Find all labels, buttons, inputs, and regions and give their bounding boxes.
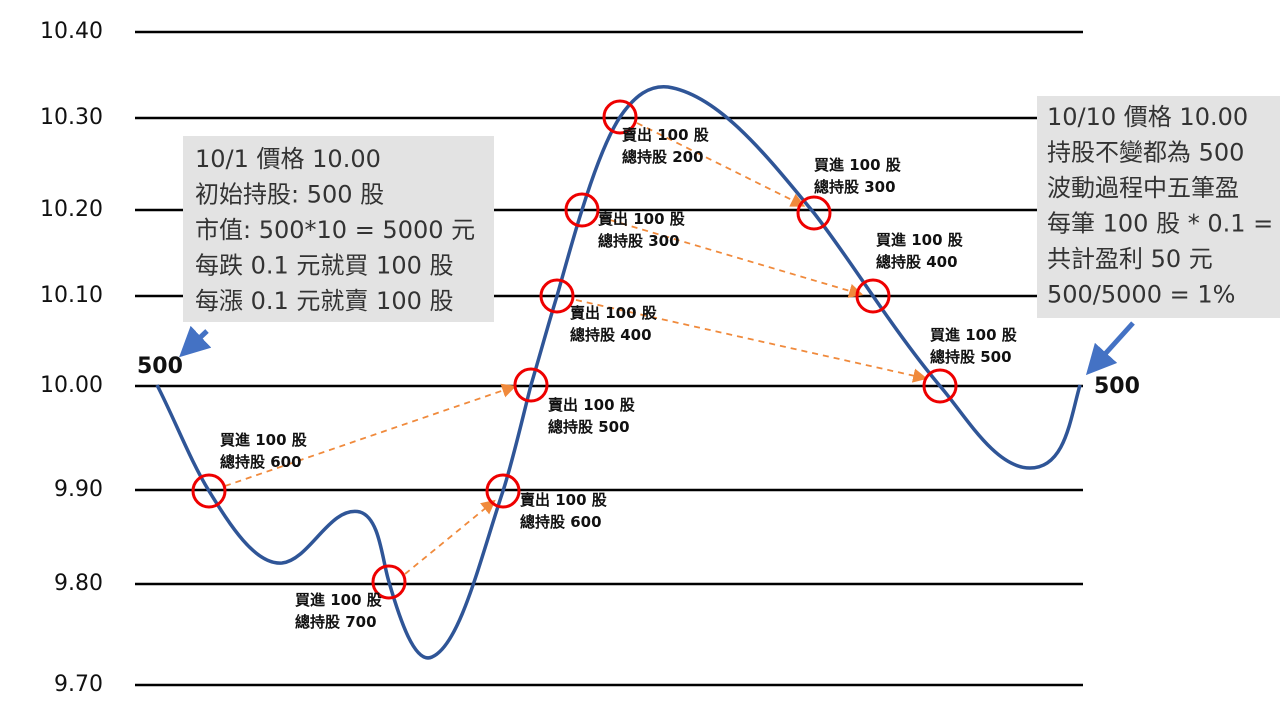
- trade-action: 賣出 100 股: [622, 126, 710, 144]
- end-note-line: 10/10 價格 10.00: [1047, 103, 1248, 131]
- trade-total: 總持股 600: [220, 453, 302, 471]
- trade-marker: [371, 564, 407, 600]
- start-arrow: [179, 325, 212, 358]
- level-label: 10.30: [40, 105, 103, 130]
- trade-total: 總持股 400: [876, 253, 958, 271]
- trade-total: 總持股 200: [622, 148, 704, 166]
- level-label: 10.00: [40, 373, 103, 398]
- trade-total: 總持股 500: [930, 348, 1012, 366]
- start-note-line: 10/1 價格 10.00: [195, 145, 381, 173]
- trade-action: 賣出 100 股: [598, 210, 686, 228]
- trade-action: 買進 100 股: [930, 326, 1018, 344]
- end-note-line: 持股不變都為 500: [1047, 139, 1244, 167]
- level-label: 10.10: [40, 283, 103, 308]
- trade-marker: [602, 99, 638, 135]
- trade-action: 買進 100 股: [814, 156, 902, 174]
- end-arrow: [1085, 321, 1135, 376]
- start-note-box: [183, 136, 494, 322]
- end-note-box: [1037, 96, 1280, 318]
- level-label: 10.20: [40, 197, 103, 222]
- trade-marker: [513, 367, 549, 403]
- end-note-line: 每筆 100 股 * 0.1 =: [1047, 210, 1273, 238]
- end-label: 500: [1094, 374, 1140, 399]
- trade-total: 總持股 300: [598, 232, 680, 250]
- trade-marker: [191, 473, 227, 509]
- trade-action: 買進 100 股: [295, 591, 383, 609]
- start-note-line: 初始持股: 500 股: [195, 181, 384, 209]
- trade-total: 總持股 300: [814, 178, 896, 196]
- trade-marker: [485, 473, 521, 509]
- trade-arrows: [224, 122, 928, 575]
- price-curve: [155, 85, 1082, 660]
- trade-action: 買進 100 股: [220, 431, 308, 449]
- trade-action: 賣出 100 股: [548, 396, 636, 414]
- trade-action: 買進 100 股: [876, 231, 964, 249]
- level-label: 9.90: [54, 477, 103, 502]
- end-note-line: 波動過程中五筆盈: [1047, 174, 1239, 202]
- level-label: 9.80: [54, 571, 103, 596]
- end-note-line: 500/5000 = 1%: [1047, 281, 1235, 309]
- start-note-line: 每跌 0.1 元就買 100 股: [195, 252, 454, 280]
- level-label: 9.70: [54, 672, 103, 697]
- start-note-line: 市值: 500*10 = 5000 元: [195, 216, 475, 244]
- trade-total: 總持股 600: [520, 513, 602, 531]
- trade-total: 總持股 700: [295, 613, 377, 631]
- trade-total: 總持股 500: [548, 418, 630, 436]
- start-note-line: 每漲 0.1 元就賣 100 股: [195, 287, 454, 315]
- level-label: 10.40: [40, 19, 103, 44]
- end-note-line: 共計盈利 50 元: [1047, 245, 1213, 273]
- start-label: 500: [137, 354, 183, 379]
- trade-marker: [855, 278, 891, 314]
- trade-marker: [539, 278, 575, 314]
- trade-total: 總持股 400: [570, 326, 652, 344]
- trade-marker: [922, 368, 958, 404]
- trade-action: 賣出 100 股: [520, 491, 608, 509]
- trade-marker: [796, 195, 832, 231]
- trade-action: 賣出 100 股: [570, 304, 658, 322]
- trade-marker: [564, 192, 600, 228]
